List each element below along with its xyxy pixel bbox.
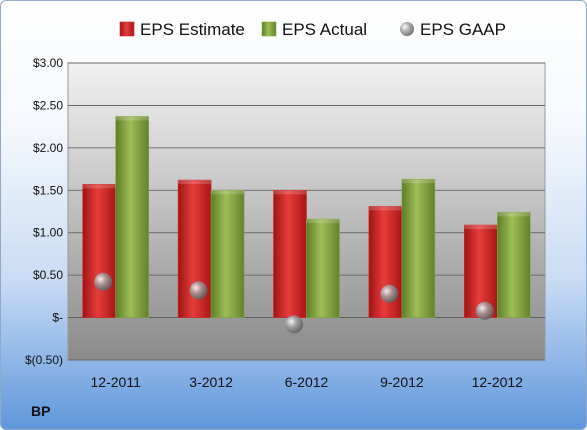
bar-top-highlight	[178, 180, 212, 185]
bar-top-highlight	[497, 212, 531, 217]
x-axis-ticks: 12-2011 3-2012 6-2012 9-2012 12-2012	[91, 374, 524, 390]
bar-top-highlight	[115, 116, 149, 121]
y-tick-label: $-	[52, 311, 63, 325]
y-tick-label: $1.00	[33, 226, 63, 240]
x-tick-label: 6-2012	[285, 374, 329, 390]
legend-label: EPS Actual	[282, 20, 367, 39]
eps-gaap-point	[189, 281, 208, 300]
y-tick-label: $(0.50)	[25, 353, 63, 367]
bar-top-highlight	[306, 219, 340, 224]
eps-gaap-point	[285, 315, 303, 334]
eps-actual-bar	[401, 178, 436, 318]
eps-actual-bar	[115, 116, 149, 318]
x-tick-label: 12-2012	[472, 374, 524, 390]
legend-swatch	[119, 21, 135, 37]
eps-gaap-point	[475, 301, 494, 320]
gaap-points	[94, 272, 494, 334]
eps-gaap-point	[380, 284, 399, 303]
legend-swatch	[261, 21, 277, 37]
bar-top-highlight	[211, 190, 245, 195]
y-axis-ticks: $(0.50) $- $0.50 $1.00 $1.50 $2.00 $2.50 $3.00	[25, 56, 63, 367]
x-tick-label: 12-2011	[91, 374, 142, 390]
eps-estimate-bar	[82, 184, 116, 318]
x-tick-label: 9-2012	[380, 374, 424, 390]
eps-gaap-point	[94, 272, 113, 291]
eps-actual-bar	[306, 218, 340, 318]
y-tick-label: $0.50	[33, 268, 63, 282]
y-tick-label: $1.50	[33, 183, 63, 197]
bar-top-highlight	[368, 206, 402, 211]
eps-estimate-bar	[273, 189, 307, 318]
eps-actual-bar	[210, 189, 245, 318]
bar-top-highlight	[273, 190, 307, 195]
y-tick-label: $3.00	[33, 56, 63, 70]
eps-actual-bar	[496, 212, 531, 318]
bar-top-highlight	[464, 225, 498, 230]
y-tick-label: $2.50	[33, 98, 63, 112]
y-tick-label: $2.00	[33, 141, 63, 155]
legend-label: EPS GAAP	[420, 20, 506, 39]
ticker-label: BP	[31, 403, 51, 419]
legend: EPS Estimate EPS Actual EPS GAAP	[119, 20, 506, 39]
x-tick-label: 3-2012	[189, 374, 233, 390]
legend-label: EPS Estimate	[140, 20, 245, 39]
bar-top-highlight	[82, 184, 116, 189]
bar-top-highlight	[401, 179, 435, 184]
eps-estimate-bar	[463, 224, 498, 318]
legend-swatch	[400, 22, 414, 36]
